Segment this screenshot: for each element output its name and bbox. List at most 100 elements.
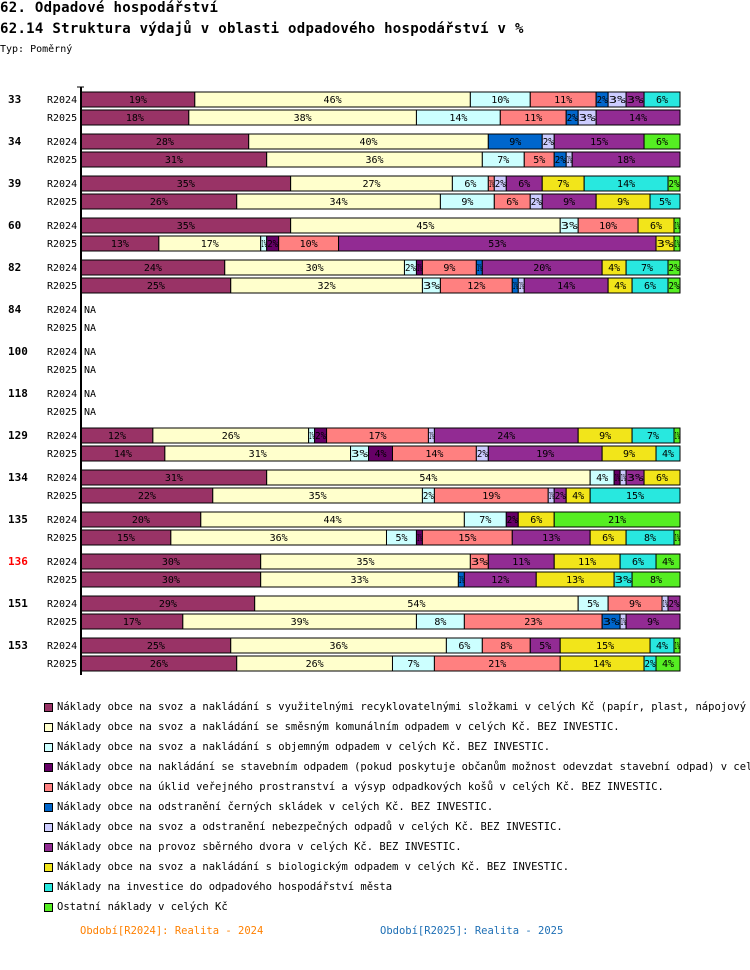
bar-value-label: 5% [533, 155, 545, 166]
bar-value-label: 36% [270, 533, 288, 544]
bar-segment [667, 277, 681, 294]
group-label: 33 [8, 93, 21, 106]
legend-item: Náklady obce na provoz sběrného dvora v … [44, 837, 750, 857]
bar-value-label: 46% [324, 95, 342, 106]
bar-value-label: 36% [365, 155, 383, 166]
period-label: R2024 [47, 221, 77, 232]
bar-value-label: 23% [524, 617, 542, 628]
group-label: 129 [8, 429, 28, 442]
bar-value-label: 3% [579, 113, 596, 124]
bar-value-label: 2% [555, 491, 566, 502]
bar-value-label: 1% [567, 155, 572, 166]
bar-value-label: 30% [162, 557, 180, 568]
bar-value-label: 6% [464, 179, 476, 190]
bar-value-label: 2% [405, 263, 416, 274]
bar-value-label: 1% [309, 431, 314, 442]
bar-value-label: 15% [596, 641, 614, 652]
bar-segment [649, 193, 681, 210]
bar-value-label: 2% [315, 431, 326, 442]
legend-label: Náklady obce na svoz a nakládání s objem… [57, 741, 551, 753]
bar-value-label: 7% [647, 431, 659, 442]
bar-value-label: 2% [567, 113, 578, 124]
bar-value-label: 7% [407, 659, 419, 670]
legend-item: Náklady obce na svoz a nakládání se směs… [44, 717, 750, 737]
bar-value-label: 33% [351, 575, 369, 586]
legend-item: Ostatní náklady v celých Kč [44, 897, 750, 917]
bar-value-label: 8% [644, 533, 656, 544]
page-title: 62. Odpadové hospodářství [0, 0, 219, 16]
bar-value-label: 26% [150, 197, 168, 208]
bar-value-label: 1% [429, 431, 434, 442]
period-label: R2025 [47, 575, 77, 586]
bar-segment [571, 151, 681, 168]
group-label: 118 [8, 387, 28, 400]
bar-segment [643, 91, 681, 108]
bar-segment [667, 259, 681, 276]
chart-type-label: Typ: Poměrný [0, 44, 73, 55]
bar-value-label: 1% [663, 599, 668, 610]
bar-value-label: 2% [669, 263, 680, 274]
bar-value-label: 8% [650, 575, 662, 586]
na-label: NA [84, 347, 96, 358]
bar-value-label: 5% [659, 197, 671, 208]
bar-value-label: 31% [249, 449, 267, 460]
bar-value-label: 2% [669, 179, 680, 190]
bar-value-label: 1% [621, 617, 626, 628]
period-label: R2024 [47, 137, 77, 148]
legend: Náklady obce na svoz a nakládání s využi… [44, 697, 750, 917]
bar-value-label: 8% [434, 617, 446, 628]
bar-segment [667, 595, 681, 612]
bar-value-label: 4% [614, 281, 626, 292]
bar-value-label: 19% [129, 95, 147, 106]
period-label: R2024 [47, 641, 77, 652]
bar-value-label: 53% [488, 239, 506, 250]
bar-segment [643, 133, 681, 150]
bar-value-label: 1% [477, 263, 482, 274]
period-label: R2025 [47, 407, 77, 418]
bar-value-label: 18% [617, 155, 635, 166]
bar-value-label: 14% [617, 179, 635, 190]
bar-value-label: 1% [417, 533, 422, 544]
bar-value-label: 1% [675, 221, 680, 232]
bar-value-label: 1% [549, 491, 554, 502]
bar-segment [673, 217, 681, 234]
legend-item: Náklady obce na úklid veřejného prostran… [44, 777, 750, 797]
bar-value-label: 30% [162, 575, 180, 586]
bar-value-label: 2% [507, 515, 518, 526]
legend-label: Náklady obce na nakládání se stavebním o… [57, 761, 750, 773]
bar-value-label: 4% [596, 473, 608, 484]
bar-value-label: 21% [488, 659, 506, 670]
bar-value-label: 14% [629, 113, 647, 124]
bar-value-label: 31% [165, 473, 183, 484]
bar-segment [589, 487, 681, 504]
bar-value-label: 5% [395, 533, 407, 544]
bar-value-label: 3% [609, 95, 626, 106]
bar-value-label: 12% [108, 431, 126, 442]
bar-value-label: 6% [656, 137, 668, 148]
bar-value-label: 39% [291, 617, 309, 628]
bar-value-label: 5% [587, 599, 599, 610]
group-label: 153 [8, 639, 28, 652]
bar-value-label: 4% [656, 641, 668, 652]
bar-value-label: 54% [419, 473, 437, 484]
bar-segment [673, 529, 681, 546]
bar-value-label: 9% [629, 599, 641, 610]
bar-value-label: 4% [662, 557, 674, 568]
bar-value-label: 2% [543, 137, 554, 148]
bar-value-label: 9% [461, 197, 473, 208]
na-label: NA [84, 389, 96, 400]
bar-value-label: 24% [144, 263, 162, 274]
bar-value-label: 1% [417, 263, 422, 274]
bar-value-label: 27% [362, 179, 380, 190]
bar-value-label: 20% [533, 263, 551, 274]
period-label: R2024 [47, 557, 77, 568]
bar-value-label: 6% [602, 533, 614, 544]
period-label-2024: Období[R2024]: Realita - 2024 [80, 925, 264, 937]
legend-label: Náklady obce na svoz a nakládání se směs… [57, 721, 620, 733]
bar-value-label: 32% [318, 281, 336, 292]
bar-value-label: 35% [309, 491, 327, 502]
legend-item: Náklady obce na svoz a nakládání s objem… [44, 737, 750, 757]
bar-value-label: 9% [623, 449, 635, 460]
bar-value-label: 2% [669, 599, 680, 610]
bar-value-label: 1% [513, 281, 518, 292]
